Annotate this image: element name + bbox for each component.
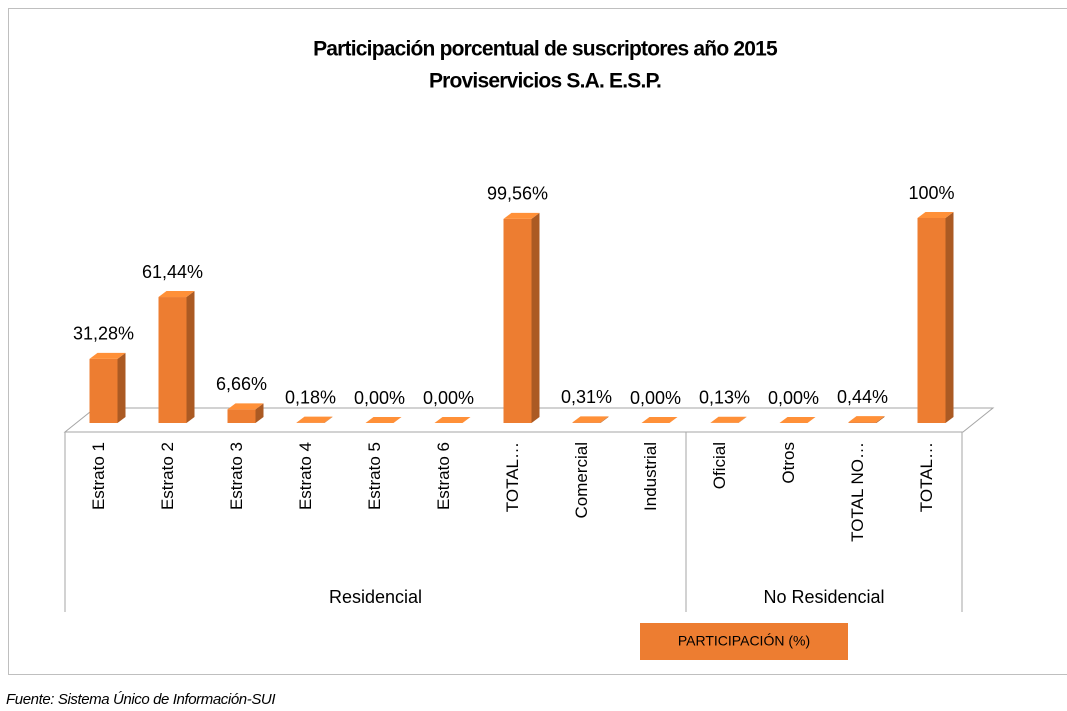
bar-top	[710, 416, 747, 423]
data-label: 0,00%	[354, 388, 405, 408]
data-label: 0,44%	[837, 387, 888, 407]
bar-top	[917, 212, 954, 218]
bar-side	[531, 212, 540, 423]
data-label: 31,28%	[73, 324, 134, 344]
data-label: 0,00%	[768, 388, 819, 408]
bar-top	[227, 403, 264, 410]
bar-side	[186, 291, 195, 423]
x-tick-label: Estrato 6	[434, 442, 453, 510]
bar	[89, 352, 126, 423]
bar-side	[600, 416, 609, 423]
bar-front	[848, 422, 877, 423]
bar	[917, 212, 954, 423]
legend-label: PARTICIPACIÓN (%)	[678, 633, 810, 649]
x-tick-label: TOTAL NO…	[848, 442, 867, 542]
bar-top	[848, 416, 885, 423]
bar-top	[641, 417, 678, 423]
x-tick-label: TOTAL…	[503, 442, 522, 512]
x-tick-label: Estrato 2	[158, 442, 177, 510]
data-label: 99,56%	[487, 184, 548, 204]
bar	[503, 212, 540, 423]
bar	[296, 416, 333, 423]
bar	[572, 416, 609, 423]
bar-top	[572, 416, 609, 423]
bar-top	[296, 416, 333, 423]
bar-top	[365, 417, 402, 423]
x-tick-label: Estrato 5	[365, 442, 384, 510]
data-label: 0,00%	[630, 388, 681, 408]
x-tick-label: Otros	[779, 442, 798, 484]
x-tick-label: Estrato 4	[296, 442, 315, 510]
x-tick-label: Estrato 3	[227, 442, 246, 510]
bar	[779, 417, 816, 423]
bar-side	[324, 416, 333, 423]
data-label: 0,31%	[561, 387, 612, 407]
bar	[227, 403, 264, 423]
bar-side	[255, 403, 264, 423]
bar-top	[89, 352, 126, 359]
bar-front	[917, 218, 946, 423]
data-label: 0,13%	[699, 387, 750, 407]
legend-box	[640, 623, 848, 660]
x-tick-label: Estrato 1	[89, 442, 108, 510]
bar	[848, 416, 885, 423]
source-note: Fuente: Sistema Único de Información-SUI	[6, 691, 275, 708]
bar	[158, 291, 195, 423]
bar-side	[117, 352, 126, 423]
bar-top	[503, 212, 540, 219]
x-tick-label: Oficial	[710, 442, 729, 489]
bar-top	[434, 417, 471, 423]
data-label: 0,18%	[285, 387, 336, 407]
bar	[434, 417, 471, 423]
bar-front	[503, 218, 532, 423]
bar-front	[227, 409, 256, 423]
bar-side	[945, 212, 954, 423]
data-label: 61,44%	[142, 262, 203, 282]
bar-front	[572, 422, 601, 423]
group-label: Residencial	[329, 587, 422, 607]
x-tick-label: Industrial	[641, 442, 660, 511]
chart-subtitle: Proviservicios S.A. E.S.P.	[429, 70, 661, 93]
bar-top	[158, 291, 195, 298]
group-label: No Residencial	[763, 587, 884, 607]
bar	[641, 417, 678, 423]
bar	[365, 417, 402, 423]
data-label: 6,66%	[216, 374, 267, 394]
data-label: 0,00%	[423, 388, 474, 408]
bar-front	[89, 358, 118, 423]
x-tick-label: TOTAL…	[917, 442, 936, 512]
bar-side	[738, 416, 747, 423]
bar	[710, 416, 747, 423]
data-label: 100%	[908, 183, 954, 203]
bar-front	[158, 297, 187, 423]
chart-title: Participación porcentual de suscriptores…	[313, 38, 778, 61]
bar-side	[876, 416, 885, 423]
x-tick-label: Comercial	[572, 442, 591, 519]
bar-top	[779, 417, 816, 423]
